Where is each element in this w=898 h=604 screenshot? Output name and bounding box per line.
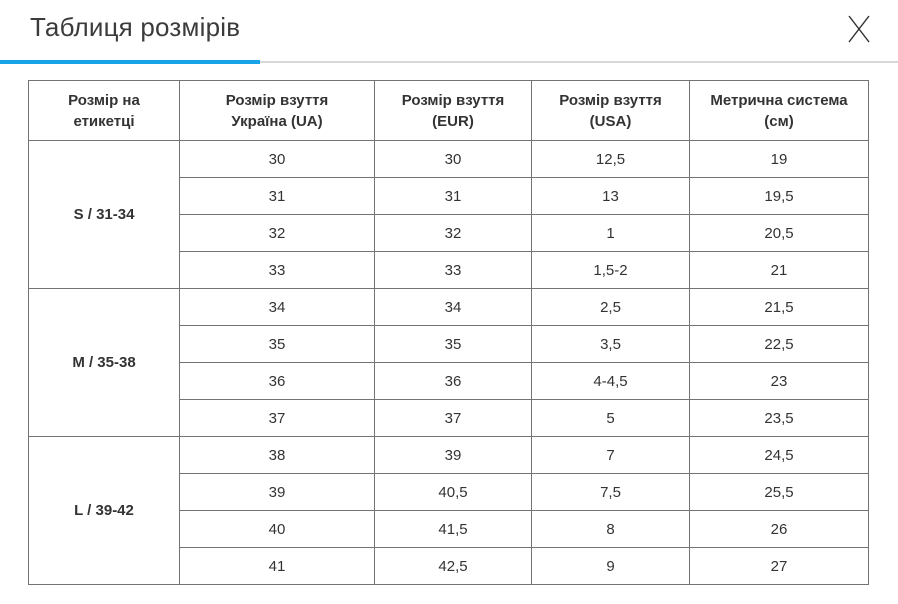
table-cell: 2,5 [531,288,690,326]
table-row: 39 40,5 7,5 25,5 [29,473,869,511]
table-row: 36 36 4-4,5 23 [29,362,869,400]
table-cell: 39 [179,473,375,511]
table-cell: 39 [374,436,532,474]
table-header-row: Розмір на етикетці Розмір взуття Україна … [28,80,869,141]
table-cell: 31 [179,177,375,215]
table-cell: 22,5 [689,325,869,363]
column-header: Метрична система (см) [689,80,869,141]
table-cell: 9 [531,547,690,585]
table-cell: 5 [531,399,690,437]
table-row: 41 42,5 9 27 [29,547,869,585]
table-cell: 8 [531,510,690,548]
table-body: S / 31-34 30 30 12,5 19 31 31 13 19,5 32 32 1 20,5 33… [28,140,869,585]
table-cell: 26 [689,510,869,548]
table-cell: 42,5 [374,547,532,585]
table-cell: 41 [179,547,375,585]
table-cell: 30 [374,140,532,178]
table-cell: 27 [689,547,869,585]
table-cell: 34 [179,288,375,326]
table-cell: 40 [179,510,375,548]
table-cell: 19,5 [689,177,869,215]
table-row: M / 35-38 34 34 2,5 21,5 [28,288,869,437]
table-cell: 7,5 [531,473,690,511]
table-cell: 34 [374,288,532,326]
table-cell: 1,5-2 [531,251,690,289]
table-cell: 37 [374,399,532,437]
column-header: Розмір взуття (USA) [531,80,690,141]
table-cell: 35 [179,325,375,363]
header-divider [0,61,898,63]
table-cell: 33 [374,251,532,289]
table-cell: 19 [689,140,869,178]
group-label-cell: M / 35-38 [28,288,180,437]
close-button[interactable] [840,10,878,48]
table-row: 35 35 3,5 22,5 [29,325,869,363]
table-cell: 21,5 [689,288,869,326]
page-title: Таблиця розмірів [30,12,241,42]
table-cell: 3,5 [531,325,690,363]
table-row: 40 41,5 8 26 [29,510,869,548]
close-icon [848,15,870,43]
table-cell: 31 [374,177,532,215]
table-cell: 4-4,5 [531,362,690,400]
table-cell: 20,5 [689,214,869,252]
table-cell: 24,5 [689,436,869,474]
table-cell: 32 [374,214,532,252]
table-row: S / 31-34 30 30 12,5 19 [28,140,869,289]
table-cell: 40,5 [374,473,532,511]
active-tab-underline [0,60,260,64]
table-cell: 36 [374,362,532,400]
column-header: Розмір взуття (EUR) [374,80,532,141]
table-row: 31 31 13 19,5 [29,177,869,215]
size-chart-modal: Таблиця розмірів Розмір на етикетці Розмі… [0,0,898,585]
size-table: Розмір на етикетці Розмір взуття Україна … [28,80,869,585]
table-cell: 25,5 [689,473,869,511]
table-cell: 13 [531,177,690,215]
table-cell: 21 [689,251,869,289]
table-cell: 35 [374,325,532,363]
group-label-cell: S / 31-34 [28,140,180,289]
table-row: L / 39-42 38 39 7 24,5 [28,436,869,585]
table-cell: 41,5 [374,510,532,548]
table-cell: 33 [179,251,375,289]
table-row: 33 33 1,5-2 21 [29,251,869,289]
table-cell: 37 [179,399,375,437]
group-label-cell: L / 39-42 [28,436,180,585]
column-header: Розмір на етикетці [28,80,180,141]
modal-header: Таблиця розмірів [0,0,898,64]
table-cell: 30 [179,140,375,178]
table-cell: 1 [531,214,690,252]
table-cell: 36 [179,362,375,400]
table-cell: 12,5 [531,140,690,178]
table-cell: 23 [689,362,869,400]
table-cell: 7 [531,436,690,474]
table-cell: 38 [179,436,375,474]
table-cell: 23,5 [689,399,869,437]
table-cell: 32 [179,214,375,252]
column-header: Розмір взуття Україна (UA) [179,80,375,141]
table-row: 32 32 1 20,5 [29,214,869,252]
